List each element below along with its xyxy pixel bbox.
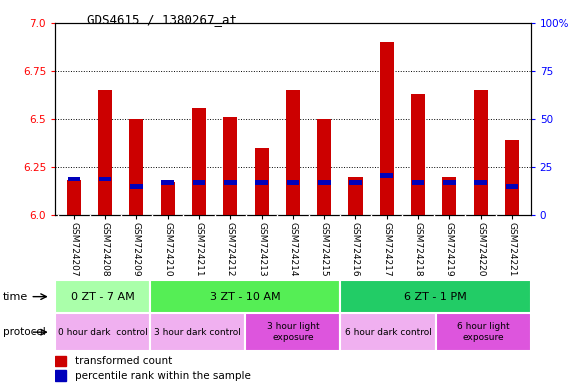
Bar <box>67 177 80 182</box>
Text: 0 hour dark  control: 0 hour dark control <box>58 328 147 337</box>
Bar <box>98 90 112 215</box>
Bar <box>443 180 456 185</box>
Bar <box>161 182 175 215</box>
Bar <box>411 94 425 215</box>
Bar <box>286 90 300 215</box>
Bar <box>412 180 425 185</box>
Bar <box>192 108 206 215</box>
Bar <box>506 184 519 189</box>
Bar <box>318 180 331 185</box>
Bar <box>150 313 245 351</box>
Bar <box>99 177 111 182</box>
Bar <box>340 313 436 351</box>
Bar <box>245 313 340 351</box>
Text: 6 hour light
exposure: 6 hour light exposure <box>457 323 509 342</box>
Bar <box>224 180 237 185</box>
Text: 3 hour dark control: 3 hour dark control <box>154 328 241 337</box>
Bar <box>505 140 519 215</box>
Text: 3 ZT - 10 AM: 3 ZT - 10 AM <box>210 291 281 302</box>
Bar <box>55 356 66 366</box>
Bar <box>287 180 299 185</box>
Bar <box>130 184 143 189</box>
Bar <box>255 148 269 215</box>
Text: time: time <box>3 291 28 302</box>
Bar <box>340 280 531 313</box>
Text: 3 hour light
exposure: 3 hour light exposure <box>267 323 319 342</box>
Bar <box>349 180 362 185</box>
Bar <box>443 177 456 215</box>
Bar <box>380 173 393 178</box>
Text: 6 hour dark control: 6 hour dark control <box>345 328 432 337</box>
Text: protocol: protocol <box>3 327 46 337</box>
Text: percentile rank within the sample: percentile rank within the sample <box>75 371 251 381</box>
Bar <box>349 177 362 215</box>
Bar <box>193 180 205 185</box>
Bar <box>150 280 340 313</box>
Bar <box>223 117 237 215</box>
Bar <box>317 119 331 215</box>
Bar <box>255 180 268 185</box>
Bar <box>161 180 174 185</box>
Bar <box>55 280 150 313</box>
Bar <box>129 119 143 215</box>
Bar <box>474 90 488 215</box>
Text: transformed count: transformed count <box>75 356 172 366</box>
Bar <box>474 180 487 185</box>
Text: 6 ZT - 1 PM: 6 ZT - 1 PM <box>404 291 467 302</box>
Bar <box>67 180 81 215</box>
Bar <box>55 370 66 381</box>
Bar <box>436 313 531 351</box>
Bar <box>55 313 150 351</box>
Text: GDS4615 / 1380267_at: GDS4615 / 1380267_at <box>87 13 237 26</box>
Text: 0 ZT - 7 AM: 0 ZT - 7 AM <box>71 291 135 302</box>
Bar <box>380 42 394 215</box>
